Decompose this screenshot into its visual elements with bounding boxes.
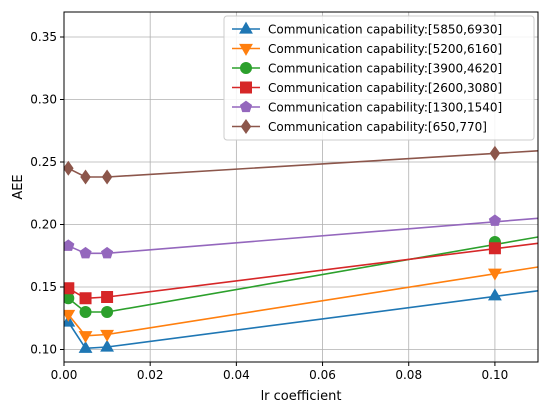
data-point — [78, 340, 93, 353]
legend-marker — [239, 43, 253, 56]
axis-ticks: 0.00 0.02 0.04 0.06 0.08 0.10 0.10 0.15 0.20 0.25… — [30, 30, 508, 382]
series-line — [67, 150, 538, 178]
data-point — [100, 339, 115, 352]
x-tick-label: 0.02 — [137, 368, 164, 382]
legend-label: Communication capability:[3900,4620] — [268, 62, 502, 76]
data-point — [80, 169, 91, 185]
data-point — [64, 314, 76, 327]
data-point — [489, 145, 501, 161]
y-tick-label: 0.20 — [30, 218, 57, 232]
legend-marker — [240, 81, 252, 94]
legend-label: Communication capability:[2600,3080] — [268, 81, 502, 95]
y-tick-label: 0.10 — [30, 343, 57, 357]
plot-frame — [63, 11, 539, 363]
legend-marker — [240, 119, 252, 134]
data-point — [487, 288, 502, 301]
x-tick-label: 0.08 — [395, 368, 422, 382]
data-point — [64, 239, 75, 251]
data-point — [488, 214, 501, 226]
series-line — [67, 290, 538, 350]
data-point — [79, 246, 92, 259]
data-point — [101, 306, 114, 318]
legend-marker — [239, 21, 253, 34]
series-2 — [64, 266, 538, 344]
data-point — [100, 329, 115, 342]
data-point — [101, 246, 114, 259]
legend-label: Communication capability:[650,770] — [268, 120, 487, 134]
legend-item: Communication capability:[5200,6160] — [232, 42, 502, 56]
x-tick-label: 0.00 — [51, 368, 78, 382]
data-point — [64, 282, 75, 295]
series-line — [67, 242, 538, 300]
y-axis-label: AEE — [11, 174, 26, 199]
legend-label: Communication capability:[1300,1540] — [268, 101, 502, 115]
data-point — [487, 268, 502, 281]
data-point — [101, 169, 113, 185]
series-4 — [64, 242, 538, 305]
data-point — [488, 242, 501, 255]
data-point — [79, 306, 92, 318]
x-axis-label: lr coefficient — [261, 389, 342, 404]
y-tick-label: 0.35 — [30, 30, 57, 44]
legend-label: Communication capability:[5200,6160] — [268, 42, 502, 56]
legend-box — [223, 15, 535, 141]
legend-marker — [240, 62, 252, 74]
series-5 — [64, 214, 538, 259]
series-3 — [64, 236, 538, 318]
legend-item: Communication capability:[5850,6930] — [232, 21, 502, 37]
legend-item: Communication capability:[3900,4620] — [232, 62, 502, 76]
y-tick-label: 0.15 — [30, 280, 57, 294]
legend-item: Communication capability:[2600,3080] — [232, 81, 502, 95]
legend-label: Communication capability:[5850,6930] — [268, 23, 502, 37]
x-tick-label: 0.04 — [223, 368, 250, 382]
x-tick-label: 0.10 — [482, 368, 509, 382]
legend-marker — [239, 100, 253, 113]
series-6 — [64, 145, 538, 185]
legend: Communication capability:[5850,6930] Comm… — [223, 15, 535, 141]
data-point — [64, 309, 76, 322]
series-line — [67, 236, 538, 313]
legend-item: Communication capability:[650,770] — [232, 119, 487, 134]
series-line — [67, 266, 538, 337]
data-point — [78, 331, 93, 344]
legend-item: Communication capability:[1300,1540] — [232, 101, 502, 115]
y-tick-label: 0.30 — [30, 93, 57, 107]
data-point — [64, 160, 74, 176]
data-point — [101, 291, 114, 303]
series-line — [67, 217, 538, 255]
series-layer — [64, 145, 538, 353]
data-point — [79, 292, 92, 305]
x-tick-label: 0.06 — [309, 368, 336, 382]
y-tick-label: 0.25 — [30, 155, 57, 169]
series-1 — [64, 288, 538, 353]
